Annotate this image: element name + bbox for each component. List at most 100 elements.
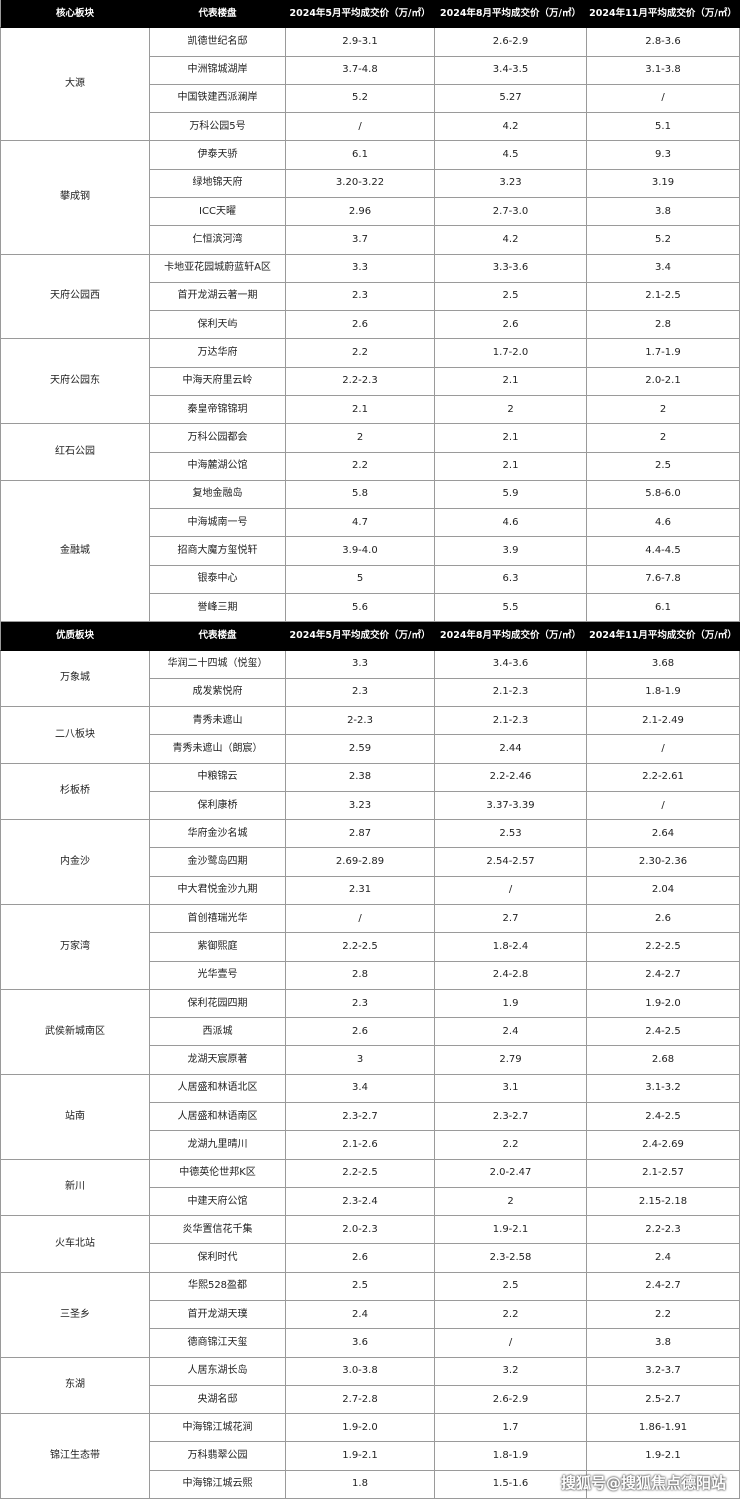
price-cell: 2 — [435, 1187, 587, 1217]
project-cell: 德商锦江天玺 — [150, 1329, 286, 1358]
price-cell: 2.3 — [286, 989, 435, 1019]
header-cell: 代表楼盘 — [150, 0, 286, 29]
price-cell: 2.6 — [286, 1244, 435, 1273]
price-cell: 3.9 — [435, 537, 587, 566]
price-cell: 3.4 — [286, 1074, 435, 1104]
price-cell: 2.2-2.5 — [286, 933, 435, 962]
price-cell: 2.38 — [286, 763, 435, 792]
project-cell: 秦皇帝锦锦玥 — [150, 395, 286, 425]
price-cell: 2.3-2.4 — [286, 1187, 435, 1217]
price-cell: 2 — [587, 424, 740, 453]
block-cell: 站南 — [0, 1074, 150, 1160]
project-cell: 紫御熙庭 — [150, 933, 286, 962]
price-cell: 6.1 — [286, 141, 435, 170]
price-cell: 4.2 — [435, 226, 587, 255]
project-cell: 伊泰天骄 — [150, 141, 286, 170]
price-cell: 2.2-2.46 — [435, 763, 587, 792]
price-cell: 3.1 — [435, 1074, 587, 1104]
block-cell: 内金沙 — [0, 820, 150, 906]
price-cell: 3.8 — [587, 197, 740, 227]
price-cell: 1.8-2.4 — [435, 933, 587, 962]
price-cell: 2.5 — [286, 1272, 435, 1302]
price-cell: 2.1-2.6 — [286, 1131, 435, 1160]
price-cell: 2.2 — [286, 452, 435, 481]
price-cell: 6.1 — [587, 593, 740, 623]
price-cell: 2.3-2.7 — [286, 1103, 435, 1132]
price-cell: 2.9-3.1 — [286, 28, 435, 57]
project-cell: 成发紫悦府 — [150, 678, 286, 708]
block-cell: 锦江生态带 — [0, 1414, 150, 1499]
price-cell: 2.1-2.57 — [587, 1159, 740, 1188]
price-cell: 5.8-6.0 — [587, 480, 740, 510]
project-cell: ICC天曜 — [150, 197, 286, 227]
price-cell: 5.1 — [587, 113, 740, 142]
price-cell: 1.9-2.0 — [286, 1414, 435, 1443]
price-cell: 2.15-2.18 — [587, 1187, 740, 1217]
project-cell: 华熙528盈都 — [150, 1272, 286, 1302]
block-cell: 万家湾 — [0, 905, 150, 990]
header-cell: 2024年11月平均成交价（万/㎡） — [587, 622, 740, 651]
header-cell: 2024年5月平均成交价（万/㎡） — [286, 0, 435, 29]
project-cell: 青秀未遮山 — [150, 707, 286, 736]
price-cell: 4.2 — [435, 113, 587, 142]
price-cell: 3.7 — [286, 226, 435, 255]
price-cell: 1.7-1.9 — [587, 339, 740, 368]
price-cell: 2.6 — [435, 311, 587, 340]
project-cell: 凯德世纪名邸 — [150, 28, 286, 57]
price-cell: 2.1 — [435, 424, 587, 453]
project-cell: 中洲锦城湖岸 — [150, 56, 286, 85]
price-cell: 2.04 — [587, 876, 740, 906]
price-cell: 4.6 — [587, 509, 740, 538]
project-cell: 金沙鹭岛四期 — [150, 848, 286, 877]
price-cell: 3.23 — [435, 169, 587, 198]
price-cell: 3.0-3.8 — [286, 1357, 435, 1386]
price-cell: 2.6-2.9 — [435, 1385, 587, 1415]
price-cell: 2.2-2.3 — [286, 367, 435, 396]
header-cell: 优质板块 — [0, 622, 150, 651]
price-cell: 1.8-1.9 — [587, 678, 740, 708]
price-cell: 3.2 — [435, 1357, 587, 1386]
header-cell: 2024年8月平均成交价（万/㎡） — [435, 0, 587, 29]
price-cell: 2.5 — [435, 282, 587, 312]
price-cell: 2.87 — [286, 820, 435, 849]
project-cell: 中粮锦云 — [150, 763, 286, 792]
price-cell: 3.1-3.2 — [587, 1074, 740, 1104]
price-cell: 2.2 — [286, 339, 435, 368]
block-cell: 武侯新城南区 — [0, 989, 150, 1075]
price-cell: 2.5 — [587, 452, 740, 481]
price-cell: 3.3-3.6 — [435, 254, 587, 283]
project-cell: 中建天府公馆 — [150, 1187, 286, 1217]
price-cell: 2.2-2.5 — [286, 1159, 435, 1188]
price-cell: 2.2-2.3 — [587, 1216, 740, 1245]
project-cell: 万科公园都会 — [150, 424, 286, 453]
block-cell: 攀成钢 — [0, 141, 150, 255]
project-cell: 仁恒滨河湾 — [150, 226, 286, 255]
project-cell: 绿地锦天府 — [150, 169, 286, 198]
price-cell: 1.86-1.91 — [587, 1414, 740, 1443]
price-cell: 3.3 — [286, 650, 435, 679]
price-cell: 2.5 — [435, 1272, 587, 1302]
block-cell: 天府公园西 — [0, 254, 150, 340]
project-cell: 中海麓湖公馆 — [150, 452, 286, 481]
price-cell: 5.2 — [587, 226, 740, 255]
header-cell: 核心板块 — [0, 0, 150, 29]
price-cell: 2.53 — [435, 820, 587, 849]
header-cell: 代表楼盘 — [150, 622, 286, 651]
price-cell: 3.3 — [286, 254, 435, 283]
price-cell: 4.5 — [435, 141, 587, 170]
block-cell: 东湖 — [0, 1357, 150, 1415]
project-cell: 卡地亚花园城蔚蓝轩A区 — [150, 254, 286, 283]
project-cell: 中国铁建西派澜岸 — [150, 84, 286, 114]
block-cell: 杉板桥 — [0, 763, 150, 821]
price-cell: 2.4 — [286, 1301, 435, 1330]
price-cell: 7.6-7.8 — [587, 565, 740, 594]
project-cell: 中海天府里云岭 — [150, 367, 286, 396]
price-cell: 2.4 — [587, 1244, 740, 1273]
price-cell: 2.6 — [286, 1018, 435, 1047]
price-cell: 2.69-2.89 — [286, 848, 435, 877]
price-cell: 2.1-2.3 — [435, 678, 587, 708]
price-cell: 1.9 — [435, 989, 587, 1019]
price-cell: 3.19 — [587, 169, 740, 198]
price-cell: 2.6-2.9 — [435, 28, 587, 57]
